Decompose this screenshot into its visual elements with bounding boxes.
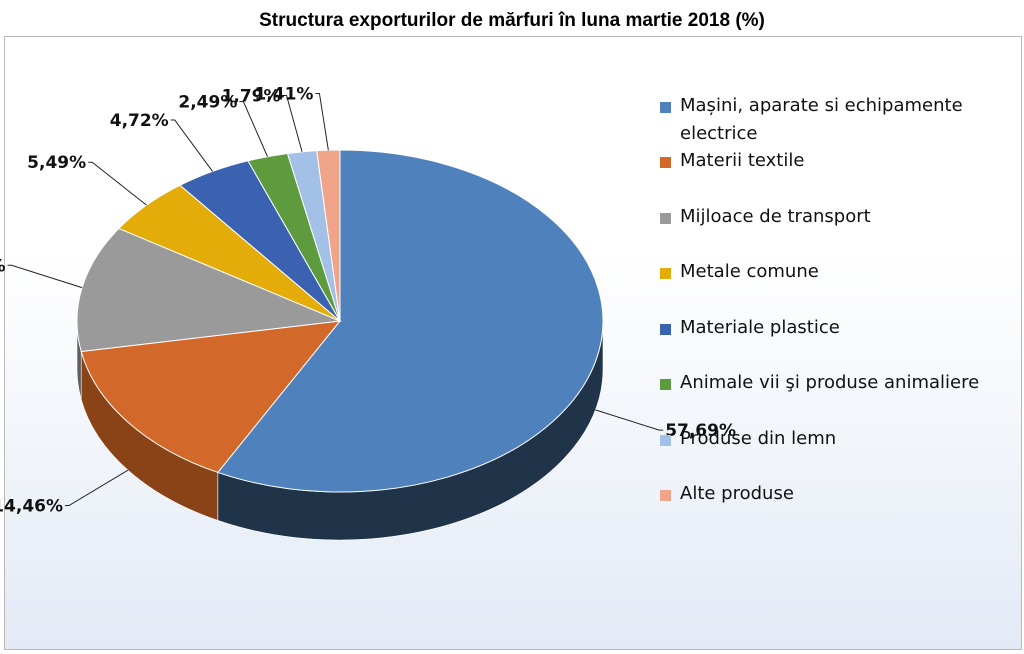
pie-slice [216, 149, 604, 493]
legend-label: Animale vii şi produse animaliere [680, 372, 980, 393]
legend-label: Materii textile [680, 150, 805, 171]
legend-label: Materiale plastice [680, 316, 840, 338]
data-label: 14,46% [0, 497, 63, 517]
data-label: 5,49% [27, 153, 86, 173]
legend-swatch [660, 268, 671, 279]
pie-slice [316, 149, 341, 322]
pie-slice [76, 227, 342, 353]
data-label: 11,95% [0, 256, 6, 276]
legend-swatch [660, 102, 671, 113]
chart-title: Structura exporturilor de mărfuri în lun… [259, 10, 765, 31]
legend-swatch [660, 157, 671, 168]
pie-slice [80, 320, 342, 474]
data-label: 2,49% [178, 93, 237, 113]
leader-line [170, 119, 213, 172]
data-label: 1,41% [254, 84, 313, 104]
data-label: 1,79% [222, 86, 281, 106]
legend-swatch [660, 323, 671, 335]
leader-line [65, 469, 129, 507]
legend-swatch [660, 379, 671, 390]
leader-line [595, 409, 664, 431]
legend-swatch [660, 212, 671, 224]
leader-line [315, 92, 329, 151]
legend-label: Produse din lemn [680, 427, 837, 449]
leader-line [7, 264, 83, 289]
data-label: 57,69% [665, 421, 736, 441]
legend-swatch [660, 434, 671, 446]
leader-line [88, 161, 147, 206]
legend-label: Mijloace de transport [680, 205, 871, 227]
legend-label: Alte produse [680, 483, 794, 504]
legend-label: Mașini, aparate si echipamente electrice [680, 95, 963, 144]
leader-line [282, 94, 303, 152]
legend-label: Metale comune [680, 261, 819, 282]
legend-swatch [660, 490, 671, 501]
data-label: 4,72% [110, 111, 169, 131]
leader-line [239, 101, 268, 157]
